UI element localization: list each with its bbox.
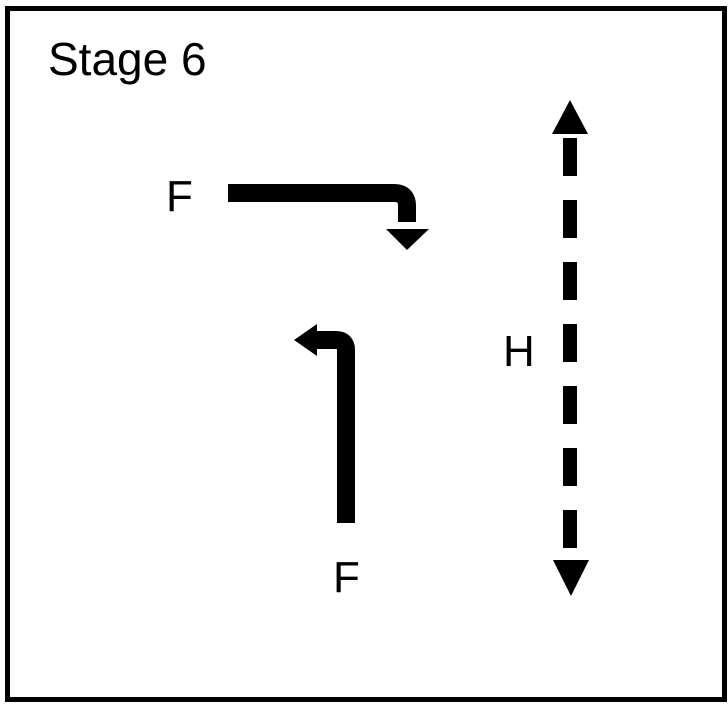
stage-title: Stage 6	[48, 33, 207, 85]
stage-frame	[5, 6, 727, 702]
bottom-left-turn-arrow	[294, 324, 355, 523]
top-right-turn-arrow	[228, 184, 429, 250]
top-flow-label: F	[166, 172, 193, 221]
bottom-flow-label: F	[333, 553, 360, 602]
vertical-flow-label: H	[503, 327, 535, 376]
vertical-two-way-arrow	[552, 100, 589, 596]
